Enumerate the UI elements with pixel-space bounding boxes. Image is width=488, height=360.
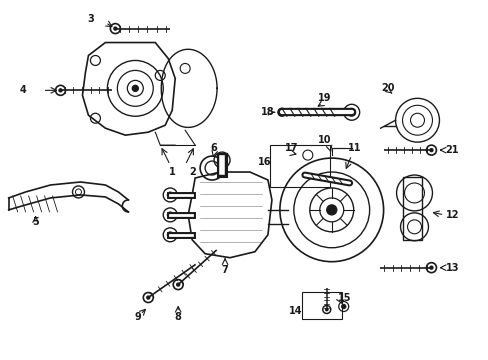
Circle shape — [341, 305, 345, 309]
Text: 4: 4 — [19, 85, 26, 95]
Circle shape — [146, 296, 149, 299]
Text: 18: 18 — [261, 107, 274, 117]
Text: 6: 6 — [210, 143, 217, 153]
Circle shape — [114, 27, 117, 30]
Circle shape — [325, 308, 327, 311]
Text: 15: 15 — [337, 293, 351, 302]
Bar — [269, 145, 329, 187]
Text: 13: 13 — [445, 263, 458, 273]
Circle shape — [429, 266, 432, 269]
Text: 20: 20 — [380, 84, 393, 93]
Circle shape — [277, 108, 285, 116]
Text: 16: 16 — [258, 157, 271, 167]
Text: 12: 12 — [445, 210, 458, 220]
Text: 21: 21 — [445, 145, 458, 155]
Text: 2: 2 — [188, 167, 195, 177]
Text: 9: 9 — [135, 312, 142, 323]
Text: 11: 11 — [347, 143, 361, 153]
Text: 17: 17 — [285, 143, 298, 153]
Text: 1: 1 — [168, 167, 175, 177]
Text: 5: 5 — [32, 217, 39, 227]
Bar — [301, 292, 341, 319]
Circle shape — [59, 89, 62, 92]
Circle shape — [132, 85, 138, 91]
Text: 10: 10 — [317, 135, 331, 145]
Text: 14: 14 — [288, 306, 302, 316]
Circle shape — [326, 205, 336, 215]
Text: 7: 7 — [221, 265, 228, 275]
Text: 19: 19 — [317, 93, 331, 103]
Text: 3: 3 — [87, 14, 94, 24]
Text: 8: 8 — [174, 312, 181, 323]
Circle shape — [176, 283, 179, 286]
Circle shape — [429, 149, 432, 152]
